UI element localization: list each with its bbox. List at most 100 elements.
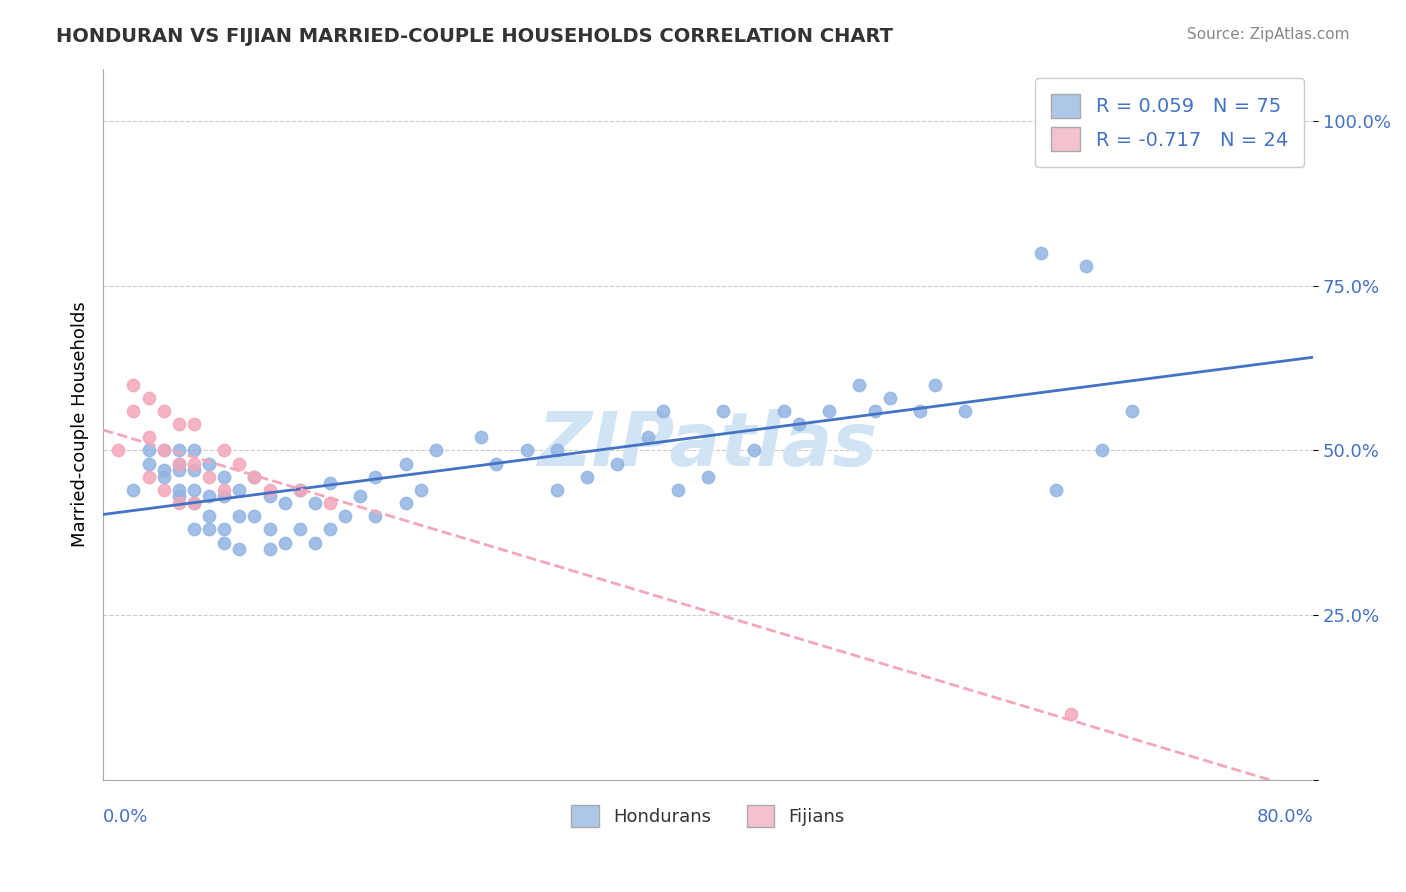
Point xyxy=(863,404,886,418)
Point xyxy=(167,457,190,471)
Legend: Hondurans, Fijians: Hondurans, Fijians xyxy=(564,798,852,835)
Point xyxy=(167,417,190,431)
Point xyxy=(167,490,190,504)
Text: 0.0%: 0.0% xyxy=(103,808,149,826)
Point xyxy=(666,483,689,497)
Point xyxy=(1076,259,1098,273)
Point xyxy=(138,469,160,483)
Point xyxy=(319,496,342,510)
Point xyxy=(908,404,931,418)
Point xyxy=(304,496,326,510)
Point xyxy=(576,469,599,483)
Point xyxy=(879,391,901,405)
Point xyxy=(152,404,174,418)
Point xyxy=(228,509,250,524)
Point xyxy=(364,509,387,524)
Point xyxy=(395,496,418,510)
Point xyxy=(273,535,295,549)
Point xyxy=(228,542,250,557)
Point xyxy=(546,483,568,497)
Point xyxy=(167,483,190,497)
Point xyxy=(409,483,432,497)
Point xyxy=(304,535,326,549)
Point xyxy=(167,463,190,477)
Point xyxy=(152,443,174,458)
Point xyxy=(546,443,568,458)
Point xyxy=(651,404,673,418)
Point xyxy=(1090,443,1112,458)
Point xyxy=(516,443,538,458)
Point xyxy=(288,483,311,497)
Point xyxy=(787,417,810,431)
Point xyxy=(167,457,190,471)
Point xyxy=(183,463,205,477)
Point xyxy=(212,443,235,458)
Point xyxy=(228,457,250,471)
Point xyxy=(107,443,129,458)
Point xyxy=(395,457,418,471)
Point xyxy=(183,523,205,537)
Point xyxy=(1045,483,1067,497)
Point xyxy=(259,483,281,497)
Point xyxy=(425,443,447,458)
Point xyxy=(228,483,250,497)
Point xyxy=(183,496,205,510)
Point xyxy=(319,523,342,537)
Point xyxy=(288,483,311,497)
Point xyxy=(711,404,734,418)
Point xyxy=(470,430,492,444)
Point xyxy=(1029,245,1052,260)
Point xyxy=(138,430,160,444)
Point xyxy=(152,443,174,458)
Point xyxy=(198,490,221,504)
Point xyxy=(122,483,145,497)
Point xyxy=(198,469,221,483)
Point xyxy=(122,377,145,392)
Point xyxy=(243,509,266,524)
Point xyxy=(243,469,266,483)
Point xyxy=(167,443,190,458)
Point xyxy=(697,469,720,483)
Point xyxy=(183,457,205,471)
Point xyxy=(772,404,794,418)
Point xyxy=(183,483,205,497)
Point xyxy=(637,430,659,444)
Y-axis label: Married-couple Households: Married-couple Households xyxy=(72,301,89,547)
Point xyxy=(273,496,295,510)
Point xyxy=(333,509,356,524)
Point xyxy=(742,443,765,458)
Point xyxy=(1121,404,1143,418)
Text: Source: ZipAtlas.com: Source: ZipAtlas.com xyxy=(1187,27,1350,42)
Point xyxy=(138,457,160,471)
Point xyxy=(319,476,342,491)
Point xyxy=(138,443,160,458)
Point xyxy=(198,509,221,524)
Point xyxy=(288,523,311,537)
Text: ZIPatlas: ZIPatlas xyxy=(538,409,879,482)
Point xyxy=(485,457,508,471)
Point xyxy=(259,542,281,557)
Point xyxy=(138,391,160,405)
Point xyxy=(212,469,235,483)
Point xyxy=(1060,706,1083,721)
Point xyxy=(212,490,235,504)
Point xyxy=(818,404,841,418)
Point xyxy=(606,457,628,471)
Point xyxy=(955,404,977,418)
Point xyxy=(243,469,266,483)
Point xyxy=(152,483,174,497)
Text: 80.0%: 80.0% xyxy=(1257,808,1313,826)
Point xyxy=(924,377,946,392)
Point xyxy=(259,490,281,504)
Point xyxy=(122,404,145,418)
Point xyxy=(212,535,235,549)
Point xyxy=(183,496,205,510)
Point xyxy=(212,523,235,537)
Point xyxy=(152,463,174,477)
Point xyxy=(198,523,221,537)
Point xyxy=(848,377,870,392)
Point xyxy=(183,417,205,431)
Point xyxy=(259,523,281,537)
Text: HONDURAN VS FIJIAN MARRIED-COUPLE HOUSEHOLDS CORRELATION CHART: HONDURAN VS FIJIAN MARRIED-COUPLE HOUSEH… xyxy=(56,27,893,45)
Point xyxy=(183,443,205,458)
